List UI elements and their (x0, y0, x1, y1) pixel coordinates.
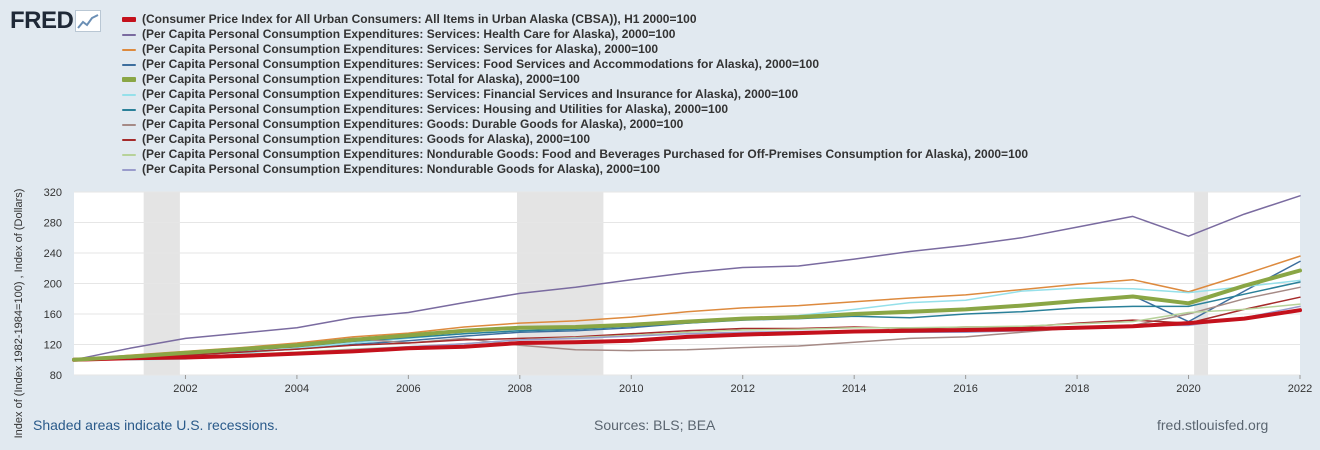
legend-item[interactable]: (Per Capita Personal Consumption Expendi… (122, 102, 1028, 117)
y-tick-label: 120 (44, 340, 62, 352)
legend-label: (Per Capita Personal Consumption Expendi… (142, 132, 591, 146)
legend-label: (Per Capita Personal Consumption Expendi… (142, 27, 676, 41)
legend-item[interactable]: (Per Capita Personal Consumption Expendi… (122, 147, 1028, 162)
legend-swatch (122, 33, 136, 36)
legend-item[interactable]: (Consumer Price Index for All Urban Cons… (122, 12, 1028, 27)
series-line[interactable] (73, 195, 1301, 361)
legend-swatch (122, 93, 136, 96)
legend-label: (Per Capita Personal Consumption Expendi… (142, 162, 661, 176)
fred-chart-icon (75, 10, 102, 32)
y-tick-label: 240 (44, 248, 62, 260)
sources: Sources: BLS; BEA (594, 417, 716, 433)
series-line[interactable] (72, 308, 1302, 362)
site-link[interactable]: fred.stlouisfed.org (1157, 417, 1269, 433)
brand-name: FRED (10, 7, 74, 34)
y-tick-label: 320 (44, 187, 62, 199)
legend-swatch (122, 63, 136, 66)
legend-swatch (122, 138, 136, 141)
series-line[interactable] (72, 268, 1302, 362)
x-tick-label: 2014 (842, 383, 866, 395)
legend-item[interactable]: (Per Capita Personal Consumption Expendi… (122, 117, 1028, 132)
legend-item[interactable]: (Per Capita Personal Consumption Expendi… (122, 27, 1028, 42)
recession-note: Shaded areas indicate U.S. recessions. (33, 417, 279, 433)
legend: (Consumer Price Index for All Urban Cons… (122, 12, 1028, 177)
legend-label: (Consumer Price Index for All Urban Cons… (142, 12, 697, 26)
y-tick-label: 80 (50, 370, 62, 382)
legend-item[interactable]: (Per Capita Personal Consumption Expendi… (122, 42, 1028, 57)
x-tick-label: 2016 (953, 383, 977, 395)
legend-label: (Per Capita Personal Consumption Expendi… (142, 72, 580, 86)
y-axis-label: Index of (Index 1982-1984=100) , Index o… (13, 189, 25, 439)
legend-label: (Per Capita Personal Consumption Expendi… (142, 102, 729, 116)
legend-item[interactable]: (Per Capita Personal Consumption Expendi… (122, 57, 1028, 72)
legend-swatch (122, 77, 136, 82)
legend-label: (Per Capita Personal Consumption Expendi… (142, 57, 819, 71)
x-tick-label: 2008 (508, 383, 532, 395)
legend-swatch (122, 48, 136, 51)
x-tick-label: 2006 (396, 383, 420, 395)
legend-swatch (122, 123, 136, 126)
legend-label: (Per Capita Personal Consumption Expendi… (142, 147, 1029, 161)
legend-label: (Per Capita Personal Consumption Expendi… (142, 87, 799, 101)
legend-item[interactable]: (Per Capita Personal Consumption Expendi… (122, 132, 1028, 147)
legend-swatch (122, 153, 136, 156)
legend-swatch (122, 108, 136, 111)
legend-item[interactable]: (Per Capita Personal Consumption Expendi… (122, 72, 1028, 87)
x-tick-label: 2010 (619, 383, 643, 395)
x-tick-label: 2022 (1288, 383, 1312, 395)
y-tick-label: 160 (44, 309, 62, 321)
legend-item[interactable]: (Per Capita Personal Consumption Expendi… (122, 87, 1028, 102)
x-tick-label: 2020 (1176, 383, 1200, 395)
y-tick-label: 280 (44, 218, 62, 230)
series-line[interactable] (73, 296, 1301, 361)
legend-label: (Per Capita Personal Consumption Expendi… (142, 117, 684, 131)
fred-logo[interactable]: FRED (10, 7, 102, 35)
legend-item[interactable]: (Per Capita Personal Consumption Expendi… (122, 162, 1028, 177)
x-tick-label: 2012 (730, 383, 754, 395)
legend-label: (Per Capita Personal Consumption Expendi… (142, 42, 659, 56)
x-tick-label: 2002 (173, 383, 197, 395)
x-tick-label: 2018 (1065, 383, 1089, 395)
legend-swatch (122, 17, 136, 22)
x-tick-label: 2004 (285, 383, 309, 395)
y-tick-label: 200 (44, 279, 62, 291)
legend-swatch (122, 168, 136, 171)
series-line[interactable] (73, 255, 1301, 361)
